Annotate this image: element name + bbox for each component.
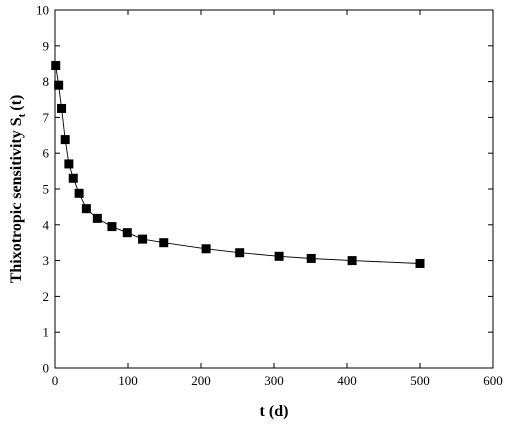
- series-line: [55, 65, 421, 264]
- x-tick-label: 300: [264, 373, 284, 388]
- data-point: [68, 173, 78, 183]
- y-tick-label: 9: [43, 38, 50, 53]
- x-tick-label: 600: [483, 373, 503, 388]
- series-markers: [51, 60, 425, 268]
- y-tick-label: 4: [43, 217, 50, 232]
- data-point: [54, 80, 64, 90]
- data-point: [74, 188, 84, 198]
- axis-ticks: [54, 9, 494, 369]
- y-tick-label: 6: [43, 146, 50, 161]
- x-tick-label: 400: [337, 373, 357, 388]
- x-tick-label: 200: [191, 373, 211, 388]
- y-axis-title-tail: (t): [8, 95, 25, 111]
- data-point: [235, 248, 245, 258]
- y-axis-title-subscript: t: [16, 113, 28, 117]
- y-tick-label: 5: [43, 182, 50, 197]
- data-point: [57, 103, 67, 113]
- y-tick-label: 3: [43, 253, 50, 268]
- data-point: [92, 213, 102, 223]
- y-tick-label: 0: [43, 361, 50, 376]
- data-point: [138, 234, 148, 244]
- data-point: [159, 238, 169, 248]
- y-axis-title-main: Thixotropic sensitivity S: [8, 117, 25, 283]
- data-point: [201, 244, 211, 254]
- data-point: [64, 159, 74, 169]
- y-tick-label: 2: [43, 289, 50, 304]
- plot-frame: [54, 9, 494, 369]
- y-tick-label: 1: [43, 325, 50, 340]
- data-point: [415, 258, 425, 268]
- data-point: [107, 222, 117, 232]
- y-tick-label: 10: [36, 3, 49, 18]
- data-point: [122, 228, 132, 238]
- x-tick-label: 500: [410, 373, 430, 388]
- y-tick-label: 7: [43, 110, 50, 125]
- x-axis-title: t (d): [260, 403, 289, 420]
- y-tick-label: 8: [43, 74, 50, 89]
- x-tick-label: 0: [52, 373, 59, 388]
- data-point: [274, 251, 284, 261]
- data-point: [60, 135, 70, 145]
- data-point: [51, 60, 61, 70]
- x-tick-label: 100: [118, 373, 138, 388]
- y-axis-title: Thixotropic sensitivity St (t): [8, 95, 28, 284]
- data-point: [347, 256, 357, 266]
- axis-tick-labels: 0 100 200 300 400 500 600 0 1 2 3 4 5 6 7 8 9 10: [36, 3, 503, 389]
- data-point: [306, 253, 316, 263]
- data-point: [81, 204, 91, 214]
